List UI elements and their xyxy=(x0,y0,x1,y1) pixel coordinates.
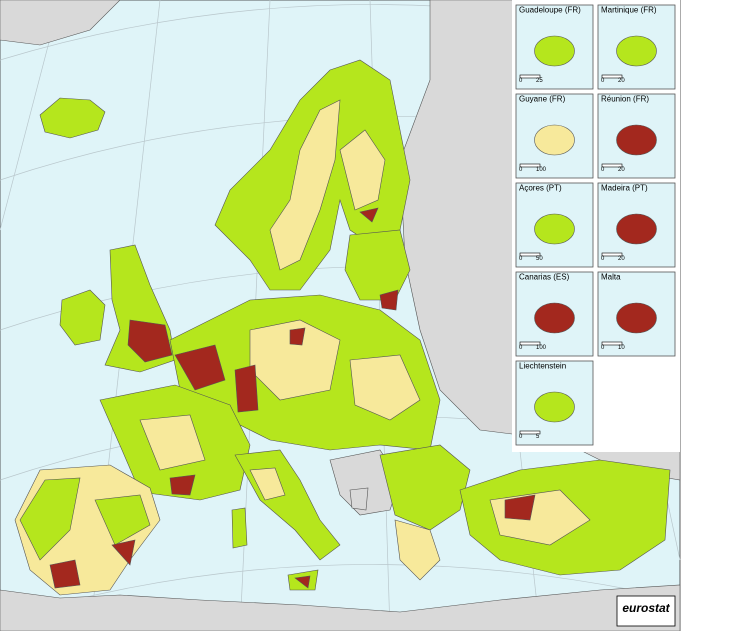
scale-label: 0 xyxy=(519,167,523,173)
scale-label: 20 xyxy=(618,167,625,173)
scale-bar xyxy=(601,163,623,168)
inset: Canarias (ES) 0 100 xyxy=(515,271,594,357)
scale-bar xyxy=(519,430,541,435)
inset-label: Guyane (FR) xyxy=(519,95,566,104)
scale-bar xyxy=(519,341,541,346)
inset-label-bg xyxy=(517,273,592,284)
scale-bar xyxy=(519,163,541,168)
inset-label-bg xyxy=(599,184,674,195)
inset: Malta 0 10 xyxy=(597,271,676,357)
scale-label: 0 xyxy=(601,78,605,84)
inset: Martinique (FR) 0 20 xyxy=(597,4,676,90)
inset-land xyxy=(616,35,657,67)
scale-bar xyxy=(519,252,541,257)
inset-label: Madeira (PT) xyxy=(601,184,648,193)
inset-land xyxy=(534,213,575,245)
inset: Madeira (PT) 0 20 xyxy=(597,182,676,268)
inset-label: Martinique (FR) xyxy=(601,6,657,15)
scale-label: 25 xyxy=(536,78,543,84)
scale-label: 0 xyxy=(601,256,605,262)
scale-label: 0 xyxy=(519,256,523,262)
inset-label: Malta xyxy=(601,273,621,282)
inset-label: Liechtenstein xyxy=(519,362,566,371)
inset: Guadeloupe (FR) 0 25 xyxy=(515,4,594,90)
inset-label-bg xyxy=(599,6,674,17)
scale-label: 5 xyxy=(536,434,540,440)
inset-land xyxy=(616,213,657,245)
inset-label-bg xyxy=(517,95,592,106)
inset: Réunion (FR) 0 20 xyxy=(597,93,676,179)
inset-label-bg xyxy=(517,6,592,17)
insets: Guadeloupe (FR) 0 25 Martinique (FR) 0 20 Guya… xyxy=(515,4,676,446)
inset-label: Açores (PT) xyxy=(519,184,562,193)
inset-land xyxy=(534,302,575,334)
inset-label-bg xyxy=(599,273,674,284)
inset: Liechtenstein 0 5 xyxy=(515,360,594,446)
logo-text: eurostat xyxy=(622,601,670,615)
inset-land xyxy=(534,35,575,67)
scale-label: 0 xyxy=(519,434,523,440)
scale-label: 20 xyxy=(618,78,625,84)
scale-bar xyxy=(601,74,623,79)
inset-label-bg xyxy=(517,184,592,195)
inset: Açores (PT) 0 50 xyxy=(515,182,594,268)
scale-label: 100 xyxy=(536,167,547,173)
inset-land xyxy=(616,124,657,156)
scale-label: 0 xyxy=(601,167,605,173)
scale-label: 50 xyxy=(536,256,543,262)
scale-label: 0 xyxy=(601,345,605,351)
inset: Guyane (FR) 0 100 xyxy=(515,93,594,179)
scale-bar xyxy=(601,252,623,257)
scale-label: 0 xyxy=(519,78,523,84)
scale-label: 10 xyxy=(618,345,625,351)
inset-land xyxy=(534,124,575,156)
inset-label: Réunion (FR) xyxy=(601,95,649,104)
inset-label: Guadeloupe (FR) xyxy=(519,6,581,15)
inset-land xyxy=(534,391,575,423)
scale-label: 20 xyxy=(618,256,625,262)
inset-label-bg xyxy=(599,95,674,106)
logo: eurostat xyxy=(616,595,676,627)
inset-label-bg xyxy=(517,362,592,373)
inset-label: Canarias (ES) xyxy=(519,273,570,282)
scale-label: 0 xyxy=(519,345,523,351)
inset-land xyxy=(616,302,657,334)
scale-bar xyxy=(519,74,541,79)
scale-bar xyxy=(601,341,623,346)
scale-label: 100 xyxy=(536,345,547,351)
